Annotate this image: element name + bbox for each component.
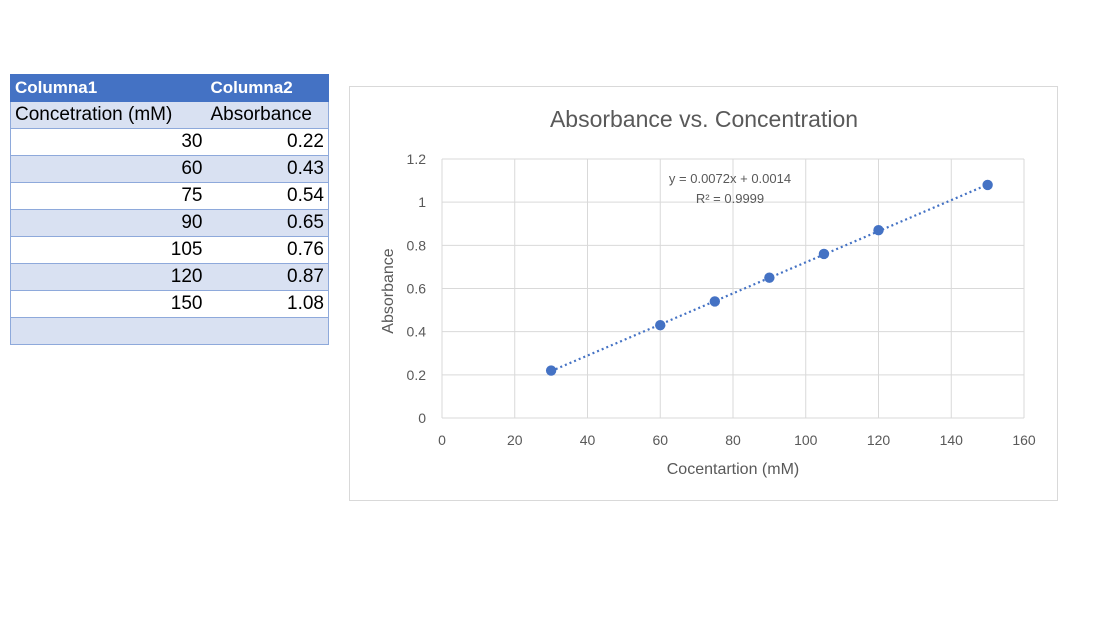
y-tick-label: 1.2 <box>407 151 427 167</box>
y-tick-label: 0.6 <box>407 281 427 297</box>
table-cell[interactable]: 90 <box>10 209 207 237</box>
data-point[interactable] <box>982 179 993 191</box>
table-cell[interactable]: 0.43 <box>206 155 329 183</box>
x-tick-label: 40 <box>580 432 596 448</box>
table-cell[interactable]: 75 <box>10 182 207 210</box>
data-point[interactable] <box>655 319 666 331</box>
table-cell[interactable]: 0.87 <box>206 263 329 291</box>
x-tick-label: 20 <box>507 432 523 448</box>
table-cell[interactable] <box>10 317 207 345</box>
data-points <box>545 179 993 376</box>
table-cell[interactable]: Concetration (mM) <box>10 101 207 129</box>
y-tick-label: 0 <box>418 410 426 426</box>
data-point[interactable] <box>545 365 557 376</box>
table-row: 90 0.65 <box>10 209 329 237</box>
table-header-row: Columna1 Columna2 <box>10 74 329 102</box>
x-tick-label: 60 <box>652 432 668 448</box>
trendline-equation: y = 0.0072x + 0.0014 <box>669 171 791 186</box>
table-row: 30 0.22 <box>10 128 329 156</box>
table-row: 75 0.54 <box>10 182 329 210</box>
table-row: 150 1.08 <box>10 290 329 318</box>
table-cell[interactable]: 105 <box>10 236 207 264</box>
table-cell[interactable]: 0.65 <box>206 209 329 237</box>
table-cell[interactable]: 0.54 <box>206 182 329 210</box>
x-tick-label: 100 <box>794 432 818 448</box>
table-row: 120 0.87 <box>10 263 329 291</box>
tick-labels: 0 0.2 0.4 0.6 0.8 1 1.2 0 20 40 60 80 100 120 140 160 <box>407 151 1036 448</box>
chart-title: Absorbance vs. Concentration <box>550 106 858 132</box>
x-tick-label: 0 <box>438 432 446 448</box>
gridlines <box>441 158 1025 419</box>
x-tick-label: 120 <box>867 432 891 448</box>
chart-area[interactable]: 0 0.2 0.4 0.6 0.8 1 1.2 0 20 40 60 80 100 120 140 160 A… <box>349 86 1058 501</box>
table-cell[interactable] <box>206 317 329 345</box>
table-row: 105 0.76 <box>10 236 329 264</box>
data-point[interactable] <box>709 296 721 307</box>
y-tick-label: 0.2 <box>407 367 427 383</box>
r-squared-label: R² = 0.9999 <box>696 191 764 206</box>
data-point[interactable] <box>764 272 775 283</box>
table-cell[interactable]: 0.22 <box>206 128 329 156</box>
table-body: Columna1 Columna2 Concetration (mM) Absorba… <box>10 74 329 345</box>
data-point[interactable] <box>818 248 830 260</box>
table-cell[interactable]: Columna2 <box>206 74 329 102</box>
scatter-chart: 0 0.2 0.4 0.6 0.8 1 1.2 0 20 40 60 80 100 120 140 160 A… <box>380 106 1036 478</box>
y-axis-label: Absorbance <box>380 248 397 333</box>
table-row <box>10 317 329 345</box>
table-cell[interactable]: 150 <box>10 290 207 318</box>
x-tick-label: 80 <box>725 432 741 448</box>
table-row: 60 0.43 <box>10 155 329 183</box>
trendline-layer <box>550 183 989 373</box>
data-table: Columna1 Columna2 Concetration (mM) Absorba… <box>10 74 329 345</box>
data-point[interactable] <box>873 225 884 236</box>
y-tick-label: 1 <box>418 194 426 210</box>
x-tick-label: 140 <box>940 432 964 448</box>
table-cell[interactable]: Absorbance <box>206 101 329 129</box>
table-cell[interactable]: 60 <box>10 155 207 183</box>
table-cell[interactable]: 0.76 <box>206 236 329 264</box>
x-axis-label: Cocentartion (mM) <box>667 461 799 478</box>
table-cell[interactable]: Columna1 <box>10 74 207 102</box>
table-cell[interactable]: 1.08 <box>206 290 329 318</box>
y-tick-label: 0.8 <box>407 237 427 253</box>
trendline <box>550 183 989 373</box>
table-subheader-row: Concetration (mM) Absorbance <box>10 101 329 129</box>
table-cell[interactable]: 120 <box>10 263 207 291</box>
y-tick-label: 0.4 <box>407 324 427 340</box>
x-tick-label: 160 <box>1012 432 1036 448</box>
table-cell[interactable]: 30 <box>10 128 207 156</box>
